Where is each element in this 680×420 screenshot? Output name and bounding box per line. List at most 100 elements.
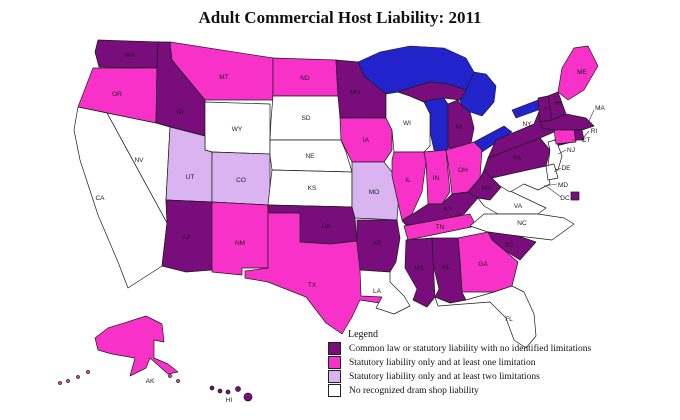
state-ak-island xyxy=(86,370,90,374)
state-mt xyxy=(169,41,274,101)
label-la: LA xyxy=(373,288,382,295)
label-ky: KY xyxy=(444,206,453,213)
leader-line-nj xyxy=(557,149,567,155)
label-mt: MT xyxy=(219,74,228,81)
legend-swatch-one-limitation xyxy=(328,356,341,369)
label-ar: AR xyxy=(372,240,381,247)
label-ga: GA xyxy=(478,261,488,268)
legend-row: Statutory liability only and at least on… xyxy=(328,356,591,369)
legend-swatch-no-liability xyxy=(328,384,341,397)
legend-swatch-no-limitations xyxy=(328,342,341,355)
state-ak xyxy=(94,315,179,377)
label-wy: WY xyxy=(232,126,243,133)
label-az: AZ xyxy=(182,234,190,241)
leader-line-ri xyxy=(582,130,590,139)
state-hi-island xyxy=(217,388,223,394)
label-wv: WV xyxy=(482,185,493,192)
state-ak-island xyxy=(176,379,180,383)
label-va: VA xyxy=(514,203,523,210)
label-dc: DC xyxy=(560,195,570,202)
state-nm xyxy=(211,201,269,276)
label-mo: MO xyxy=(369,189,379,196)
label-ia: IA xyxy=(363,137,370,144)
label-ok: OK xyxy=(321,223,331,230)
label-ks: KS xyxy=(308,185,317,192)
label-ne: NE xyxy=(305,153,315,160)
legend-row: No recognized dram shop liability xyxy=(328,384,591,397)
legend-label-no-liability: No recognized dram shop liability xyxy=(349,385,479,396)
label-or: OR xyxy=(112,91,122,98)
label-fl: FL xyxy=(505,316,513,323)
label-nj: NJ xyxy=(567,147,575,154)
state-hi-island xyxy=(235,386,241,392)
state-mi-upper xyxy=(397,81,467,103)
legend: Legend Common law or statutory liability… xyxy=(328,329,591,398)
label-de: DE xyxy=(561,165,571,172)
label-me: ME xyxy=(577,69,587,76)
leader-line-md xyxy=(543,183,558,187)
label-oh: OH xyxy=(458,167,468,174)
label-sc: SC xyxy=(504,242,513,249)
label-pa: PA xyxy=(513,155,522,162)
label-ny: NY xyxy=(522,121,532,128)
label-mi: MI xyxy=(455,124,462,131)
label-ct: CT xyxy=(582,137,591,144)
state-tx xyxy=(244,212,389,335)
label-nh: NH xyxy=(554,101,562,107)
state-hi-island xyxy=(243,392,253,402)
label-ut: UT xyxy=(186,174,195,181)
legend-label-one-limitation: Statutory liability only and at least on… xyxy=(349,357,536,368)
state-hi-island xyxy=(225,389,231,395)
state-ut xyxy=(165,126,213,203)
label-il: IL xyxy=(405,177,411,184)
map-title: Adult Commercial Host Liability: 2011 xyxy=(198,8,482,27)
label-mn: MN xyxy=(350,89,360,96)
state-ca xyxy=(73,106,168,289)
label-nv: NV xyxy=(134,157,144,164)
label-ri: RI xyxy=(591,128,598,135)
state-me xyxy=(557,45,599,101)
label-nc: NC xyxy=(517,220,527,227)
leader-line-ma xyxy=(588,109,595,122)
legend-label-two-limitations: Statutory liability only and at least tw… xyxy=(349,371,540,382)
label-hi: HI xyxy=(226,397,233,404)
legend-label-no-limitations: Common law or statutory liability with n… xyxy=(349,343,592,354)
legend-row: Common law or statutory liability with n… xyxy=(328,342,591,355)
state-ms xyxy=(404,237,436,308)
state-de xyxy=(545,163,559,181)
label-in: IN xyxy=(433,175,440,182)
state-va xyxy=(477,185,547,215)
label-vt: VT xyxy=(542,107,548,113)
leader-line-de xyxy=(553,167,562,173)
label-tn: TN xyxy=(436,224,445,231)
state-ak-island xyxy=(58,381,62,385)
state-fl xyxy=(434,285,537,349)
label-nm: NM xyxy=(235,240,245,247)
state-la xyxy=(359,269,411,315)
state-mi-lower xyxy=(447,99,475,149)
label-ak: AK xyxy=(146,378,155,385)
label-nd: ND xyxy=(300,75,310,82)
label-ca: CA xyxy=(95,195,105,202)
label-wa: WA xyxy=(125,52,136,59)
legend-swatch-two-limitations xyxy=(328,370,341,383)
label-ma: MA xyxy=(595,105,605,112)
label-md: MD xyxy=(558,182,568,189)
state-ar xyxy=(356,219,401,273)
state-ak-island xyxy=(168,374,172,378)
label-tx: TX xyxy=(308,282,317,289)
label-ms: MS xyxy=(414,265,424,272)
state-dc-marker xyxy=(570,191,580,201)
label-al: AL xyxy=(442,264,450,271)
leader-line-dc xyxy=(545,185,562,198)
state-ma xyxy=(539,113,595,131)
label-id: ID xyxy=(177,109,184,116)
state-hi-island xyxy=(209,385,215,391)
state-ct xyxy=(553,129,577,145)
state-ak-island xyxy=(66,379,70,383)
label-sd: SD xyxy=(301,115,310,122)
state-ak-island xyxy=(76,375,80,379)
legend-title: Legend xyxy=(348,329,378,340)
